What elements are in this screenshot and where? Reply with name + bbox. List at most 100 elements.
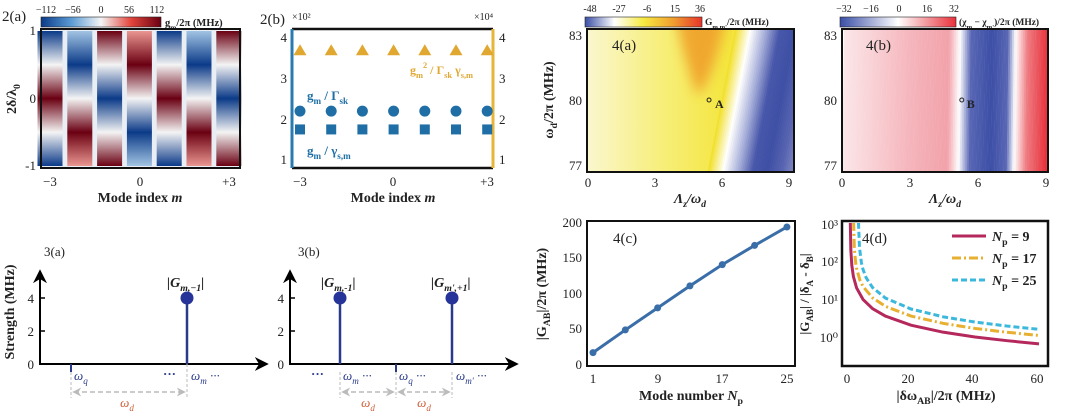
panel-3a: 3(a) Strength (MHz) 0 2 4 |Gm,−1| ωq ···…: [3, 244, 269, 411]
square-marker: [326, 124, 337, 135]
text-segment: m: [967, 24, 973, 31]
heatmap-band: [1028, 30, 1033, 171]
series-label-ratio-squared: gm2 / Γsk γs,m: [410, 61, 473, 80]
data-point: [654, 304, 662, 312]
plot-frame: [40, 28, 241, 169]
circle-marker: [388, 105, 400, 117]
x-axis-label: Λz/ωd: [928, 192, 962, 210]
heatmap-band: [854, 30, 859, 171]
heatmap-band: [1041, 30, 1045, 171]
heatmap-band: [889, 30, 894, 171]
heatmap-band: [988, 30, 993, 171]
text-segment: ω: [120, 395, 129, 410]
heatmap-column: [126, 31, 152, 166]
x-tick: 25: [781, 371, 794, 386]
heatmap-band: [1039, 30, 1044, 171]
heatmap-band: [891, 30, 895, 171]
text-segment: z: [937, 199, 942, 210]
heatmap-band: [1015, 30, 1020, 171]
heatmap-band: [959, 30, 964, 171]
heatmap-band: [1008, 30, 1013, 171]
text-segment: |δω: [896, 389, 917, 404]
text-segment: p: [1002, 259, 1008, 270]
text-segment: |: [352, 276, 355, 291]
text-segment: N: [991, 230, 1003, 245]
heatmap-band: [974, 30, 979, 171]
data-point: [718, 261, 726, 269]
text-segment: d: [956, 199, 962, 210]
text-segment: Mode number: [639, 389, 727, 404]
heatmap-band: [729, 30, 759, 171]
series-label-gm-over-gamma-sm: gm / γs,m: [307, 143, 351, 161]
data-point: [621, 326, 629, 334]
heatmap-band: [763, 30, 793, 171]
triangle-marker: [387, 44, 401, 56]
heatmap-band: [844, 30, 848, 171]
heatmap-band: [787, 141, 793, 171]
heatmap-band: [1024, 30, 1029, 171]
text-segment: g: [307, 143, 314, 158]
heatmap-band: [930, 30, 935, 171]
plot-frame: [586, 28, 795, 173]
x-tick: 9: [1043, 175, 1050, 190]
y-tick: 4: [278, 291, 285, 306]
heatmap-band: [999, 30, 1004, 171]
text-segment: m: [172, 191, 183, 206]
heatmap-band: [952, 30, 957, 171]
stem-label: |Gm,−1|: [167, 276, 204, 294]
y-axis-label: ωd/2π (MHz): [542, 61, 560, 139]
heatmap-band: [749, 30, 779, 171]
omega-m-label: ωm ···: [191, 368, 220, 386]
y-tick-left: 3: [281, 71, 288, 86]
y-tick: 77: [569, 158, 583, 173]
colorbar-tick: 0: [99, 5, 104, 16]
heatmap-band: [722, 30, 752, 171]
stem-head: [333, 291, 347, 305]
text-segment: |G: [797, 322, 812, 335]
colorbar-ticks: −112 −56 0 56 112: [36, 5, 164, 16]
x-axis-label: Mode index m: [98, 191, 183, 206]
colorbar: [839, 16, 957, 28]
text-segment: ω: [456, 368, 465, 383]
heatmap-columns: [37, 31, 242, 166]
circle-marker: [419, 105, 431, 117]
heatmap-band: [769, 47, 793, 171]
text-segment: / Γ: [427, 63, 444, 77]
heatmap-band: [985, 30, 989, 171]
x-axis-label: Mode index m: [351, 191, 436, 206]
text-segment: |: [467, 276, 470, 291]
y-tick: 4: [28, 291, 35, 306]
heatmap-band: [881, 30, 886, 171]
heatmap-band: [874, 30, 879, 171]
heatmap-band: [1004, 30, 1009, 171]
heatmap-band: [887, 30, 892, 171]
text-segment: /2π (MHz): [542, 61, 557, 124]
circle-marker: [356, 105, 368, 117]
text-segment: m',+1: [444, 283, 467, 294]
curve-np-1: [852, 223, 1040, 337]
data-point: [686, 282, 694, 290]
heatmap-band: [986, 30, 991, 171]
heatmap-band: [1003, 30, 1007, 171]
heatmap-column: [156, 31, 182, 166]
text-segment: m: [416, 71, 423, 80]
heatmap-band: [853, 30, 857, 171]
text-segment: d: [370, 403, 375, 411]
heatmap-band: [919, 30, 924, 171]
plot-frame: [841, 28, 1049, 173]
x-tick: 60: [1031, 371, 1044, 386]
text-segment: d: [129, 403, 134, 411]
curves: [848, 223, 1040, 346]
heatmap-band: [954, 30, 959, 171]
heatmap-band: [738, 30, 768, 171]
text-segment: m,-1: [334, 283, 352, 294]
right-axis-multiplier: ×10⁴: [474, 12, 494, 23]
text-segment: ω: [361, 395, 370, 410]
heatmap-band: [1001, 30, 1006, 171]
text-segment: Λ: [928, 192, 938, 207]
y-tick-right: 3: [499, 71, 506, 86]
text-segment: ω: [191, 368, 200, 383]
text-segment: g: [410, 63, 416, 77]
text-segment: |G: [167, 276, 180, 291]
heatmap-band: [995, 30, 1000, 171]
